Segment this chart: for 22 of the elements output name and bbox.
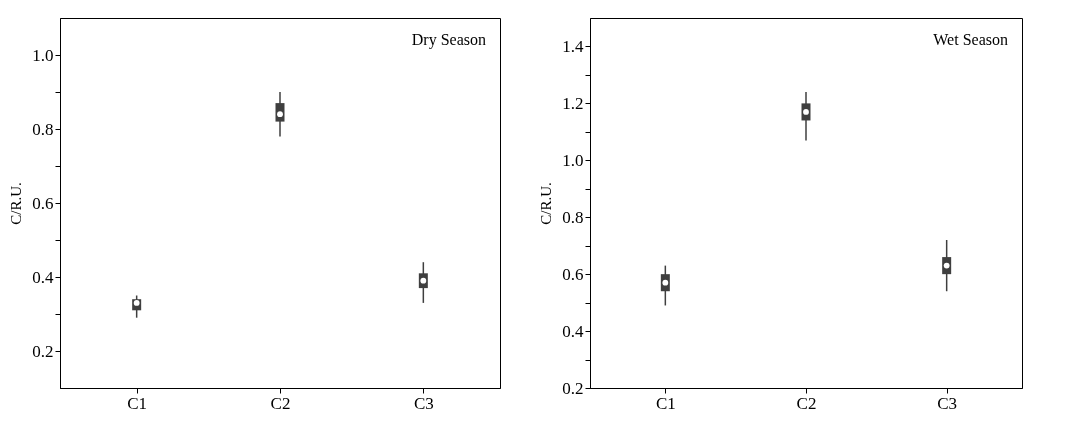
- y-tick-label: 0.6: [562, 264, 584, 284]
- y-tick-label: 1.0: [32, 45, 54, 65]
- y-tick-label: 0.8: [32, 119, 54, 139]
- y-tick-label: 0.2: [562, 378, 584, 398]
- annotation: Wet Season: [933, 31, 1008, 48]
- y-tick-label: 0.4: [562, 321, 584, 341]
- x-tick-label: C1: [127, 393, 148, 413]
- y-tick-label: 0.8: [562, 207, 584, 227]
- y-tick-label: 1.4: [562, 36, 584, 56]
- y-tick-label: 0.6: [32, 193, 54, 213]
- x-tick-label: C3: [937, 393, 958, 413]
- x-tick-label: C1: [655, 393, 676, 413]
- x-tick-label: C3: [413, 393, 434, 413]
- y-tick-label: 1.0: [562, 150, 584, 170]
- y-axis-title: C/R.U.: [538, 182, 555, 225]
- y-tick-label: 1.2: [562, 93, 584, 113]
- x-tick-label: C2: [270, 393, 291, 413]
- y-tick-label: 0.4: [32, 267, 54, 287]
- y-axis-title: C/R.U.: [8, 182, 25, 225]
- y-tick-label: 0.2: [32, 341, 54, 361]
- annotation: Dry Season: [411, 31, 486, 49]
- x-tick-label: C2: [796, 393, 817, 413]
